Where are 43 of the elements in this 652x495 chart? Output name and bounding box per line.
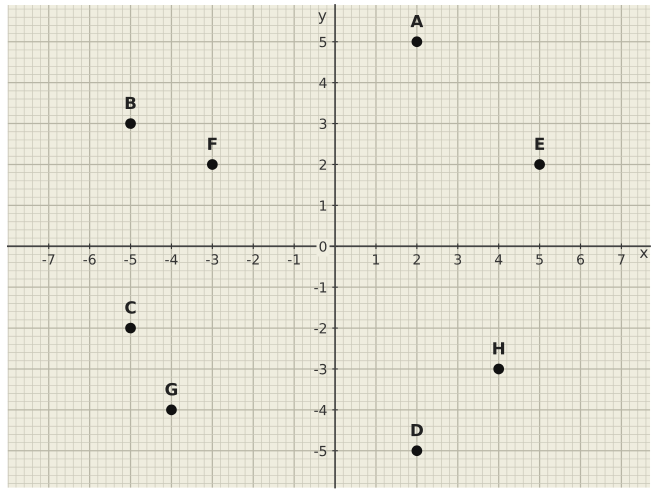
point (166, 404, 177, 416)
x-tick-label: -4 (165, 254, 178, 264)
annotation: C (125, 301, 136, 314)
annotation: B (126, 96, 136, 109)
annotation: A (410, 15, 424, 28)
point (412, 445, 422, 456)
x-tick-label: -5 (124, 254, 136, 265)
x-tick-label: -1 (288, 254, 300, 264)
y-tick-label: 3 (320, 118, 326, 130)
y-tick-label: -1 (314, 282, 326, 292)
annotation: G (165, 382, 178, 396)
x-tick-label: 6 (577, 254, 584, 265)
x-axis-title: x (640, 250, 648, 258)
point (207, 159, 218, 170)
x-tick-label: -6 (83, 254, 96, 265)
point (534, 159, 545, 170)
annotation: E (535, 138, 544, 150)
y-tick-label: 4 (319, 78, 327, 88)
point (125, 118, 136, 129)
x-tick-label: -2 (247, 254, 259, 264)
y-tick-label: -4 (314, 405, 327, 416)
point (493, 364, 504, 374)
y-tick-label: 5 (320, 36, 326, 48)
point (125, 322, 136, 334)
point (412, 36, 422, 48)
x-tick-label: 5 (536, 254, 543, 265)
y-tick-label: -2 (314, 323, 326, 334)
y-tick-label: -5 (314, 446, 326, 456)
y-tick-label: 0 (320, 241, 327, 252)
y-tick-label: -3 (314, 364, 326, 374)
annotation: F (208, 138, 217, 150)
y-tick-label: 2 (320, 159, 326, 170)
x-tick-label: -3 (206, 254, 218, 265)
y-tick-label: 1 (320, 200, 326, 211)
x-tick-label: 2 (413, 254, 420, 264)
x-tick-label: -7 (42, 254, 54, 264)
annotation: H (493, 342, 504, 354)
y-axis-title: y (318, 12, 326, 24)
x-tick-label: 7 (618, 254, 625, 264)
x-tick-label: 3 (454, 254, 462, 265)
x-tick-label: 1 (373, 254, 380, 264)
annotation: D (411, 424, 423, 436)
x-tick-label: 4 (494, 254, 502, 264)
